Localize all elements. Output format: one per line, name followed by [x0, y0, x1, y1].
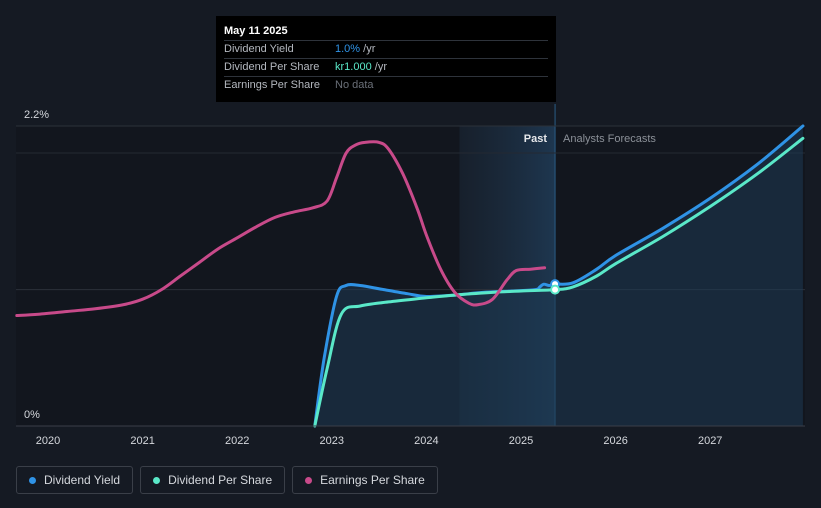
x-tick-label: 2021: [130, 435, 154, 447]
x-tick-label: 2020: [36, 435, 60, 447]
y-tick-label: 2.2%: [24, 109, 49, 121]
x-tick-label: 2027: [698, 435, 722, 447]
legend-dot-icon: [305, 476, 313, 484]
tooltip-label: Earnings Per Share: [224, 79, 320, 91]
dividend-yield-area: [314, 126, 803, 426]
tooltip-value: 1.0%: [335, 43, 361, 55]
x-tick-label: 2025: [509, 435, 533, 447]
tooltip-label: Dividend Per Share: [224, 61, 320, 73]
legend-label: Earnings Per Share: [320, 473, 425, 487]
legend: Dividend Yield Dividend Per Share Earnin…: [16, 466, 438, 494]
tooltip-value: No data: [335, 79, 374, 91]
x-tick-label: 2026: [603, 435, 627, 447]
tooltip-value: kr1.000: [335, 61, 372, 73]
tooltip-unit: /yr: [360, 43, 376, 55]
past-label: Past: [524, 133, 548, 145]
legend-item-earnings-per-share[interactable]: Earnings Per Share: [292, 466, 438, 494]
tooltip: May 11 2025 Dividend Yield 1.0% /yr Divi…: [216, 16, 556, 102]
dividend-per-share-marker: [550, 284, 561, 295]
legend-label: Dividend Per Share: [168, 473, 273, 487]
x-tick-label: 2024: [414, 435, 438, 447]
legend-item-dividend-yield[interactable]: Dividend Yield: [16, 466, 134, 494]
tooltip-row-dps: Dividend Per Share kr1.000 /yr: [224, 58, 548, 76]
tooltip-date: May 11 2025: [224, 25, 288, 37]
legend-label: Dividend Yield: [44, 473, 121, 487]
legend-dot-icon: [29, 476, 36, 484]
tooltip-label: Dividend Yield: [224, 43, 294, 55]
dividend-per-share-line: [313, 136, 805, 428]
x-tick-label: 2022: [225, 435, 249, 447]
y-tick-label: 0%: [24, 409, 40, 421]
tooltip-unit: /yr: [371, 61, 387, 73]
tooltip-row-eps: Earnings Per Share No data: [224, 76, 548, 94]
legend-item-dividend-per-share[interactable]: Dividend Per Share: [140, 466, 286, 494]
tooltip-row-yield: Dividend Yield 1.0% /yr: [224, 40, 548, 58]
legend-dot-icon: [153, 476, 161, 484]
x-tick-label: 2023: [320, 435, 344, 447]
earnings-per-share-line: [15, 140, 547, 317]
forecast-label: Analysts Forecasts: [563, 133, 656, 145]
